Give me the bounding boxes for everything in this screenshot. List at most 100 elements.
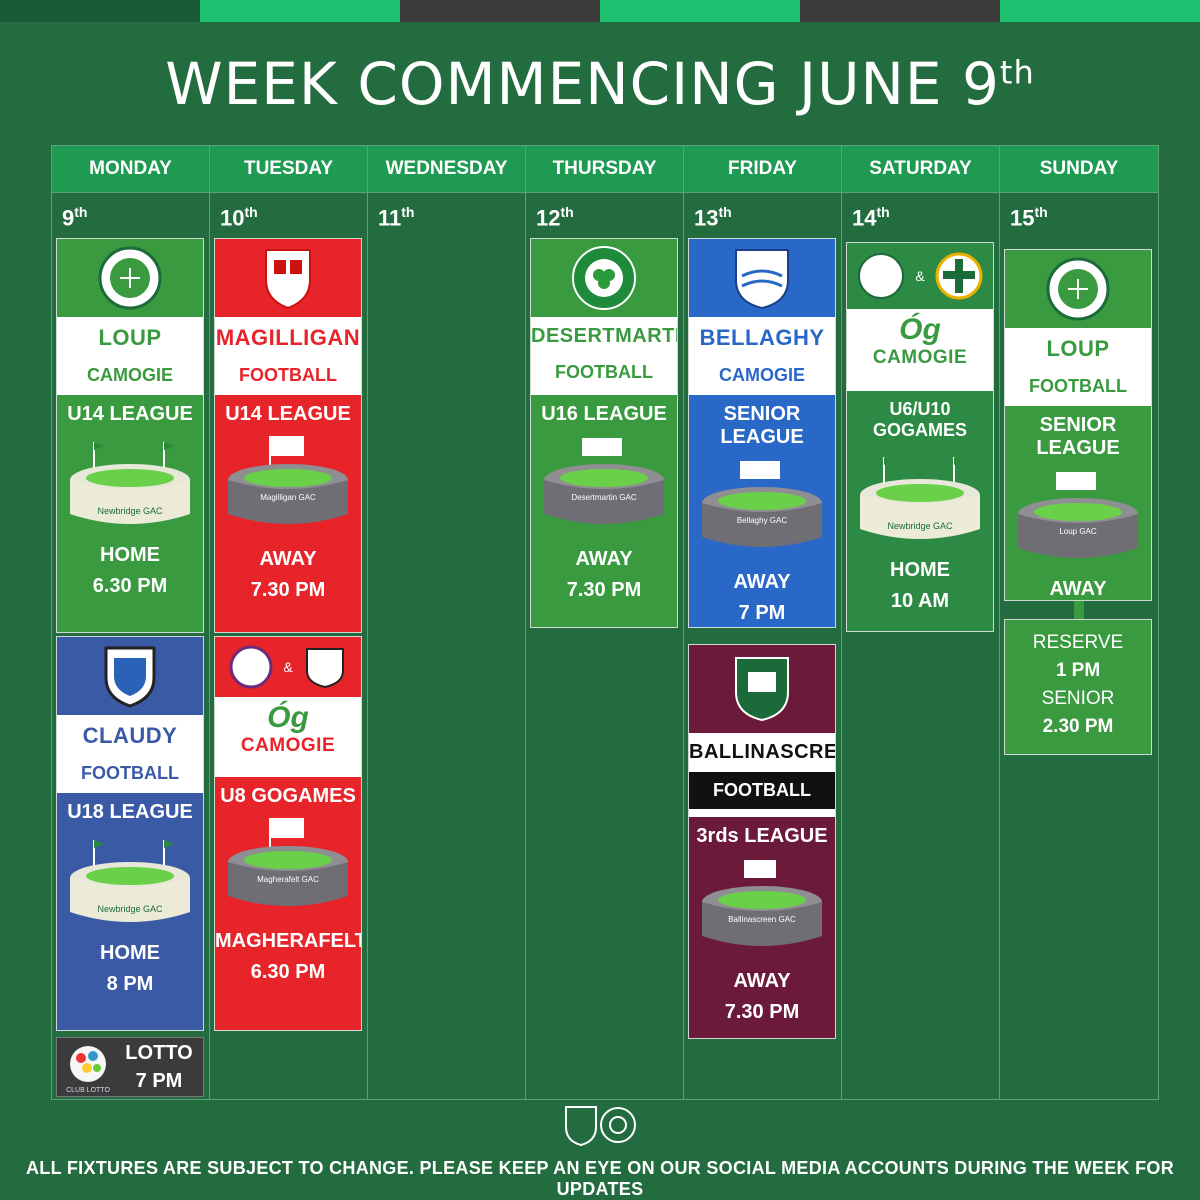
league-label: U16 LEAGUE (541, 403, 667, 425)
stadium-label: Desertmartin GAC (571, 493, 637, 502)
game-code: FOOTBALL (1029, 376, 1127, 396)
oleary-og-logo: Óg (899, 313, 941, 346)
time-label: 6.30 PM (92, 575, 168, 597)
date-number: 15th (1010, 204, 1048, 231)
stadium-label: Newbridge GAC (97, 904, 163, 914)
time-label: 7.30 PM (566, 579, 642, 601)
time-label: 7.30 PM (250, 579, 326, 601)
stadium-icon: Ballinascreen GAC (702, 860, 822, 946)
opponent-name: BELLAGHY (699, 325, 825, 350)
venue-label: HOME (100, 942, 160, 964)
stadium-label: Loup GAC (1059, 527, 1097, 536)
stadium-icon: Loup GAC (1018, 472, 1138, 558)
venue-label: HOME (100, 544, 160, 566)
day-header: WEDNESDAY (368, 146, 525, 193)
day-header: SUNDAY (1000, 146, 1158, 193)
opponent-name: CLAUDY (82, 723, 178, 748)
time-label: 10 AM (890, 590, 950, 612)
venue-label: AWAY (733, 970, 791, 992)
date-number: 12th (536, 204, 574, 231)
date-number: 13th (694, 204, 732, 231)
fixture-card-loup-camogie[interactable]: LOUP CAMOGIE U14 LEAGUE Newbridge GAC HOM… (56, 238, 204, 633)
club-crests: & (847, 243, 993, 309)
stadium-icon: Newbridge GAC (70, 840, 190, 922)
column-thursday: THURSDAY 12th DESERTMARTIN FOOTBALL U16 L… (526, 146, 684, 1099)
league-label: U6/U10 GOGAMES (872, 399, 967, 440)
game-code: CAMOGIE (872, 347, 968, 368)
fixture-card-oleary-og-camogie[interactable]: & Óg CAMOGIE U8 GOGAMES Magherafelt GAC M… (214, 636, 362, 1031)
venue-label: AWAY (1049, 578, 1107, 600)
time-label: 8 PM (106, 973, 154, 995)
game-code: FOOTBALL (239, 365, 337, 385)
disclaimer-footer: ALL FIXTURES ARE SUBJECT TO CHANGE. PLEA… (26, 1158, 1174, 1199)
fixture-card-ballinascreen-football[interactable]: BALLINASCREEN FOOTBALL 3rds LEAGUE Balli… (688, 644, 836, 1039)
day-header: MONDAY (52, 146, 209, 193)
club-crest (215, 239, 361, 317)
day-header: FRIDAY (684, 146, 841, 193)
opponent-name: LOUP (1046, 336, 1110, 361)
day-header: THURSDAY (526, 146, 683, 193)
column-saturday: SATURDAY 14th & Óg CAMOGIE U6/U10 GOGAMES… (842, 146, 1000, 1099)
opponent-name: MAGILLIGAN (215, 325, 361, 350)
top-color-bar (0, 0, 1200, 22)
stadium-icon: Newbridge GAC (70, 442, 190, 524)
column-friday: FRIDAY 13th BELLAGHY CAMOGIE SENIOR LEAGU… (684, 146, 842, 1099)
column-wednesday: WEDNESDAY 11th (368, 146, 526, 1099)
fixture-card-loup-football[interactable]: LOUP FOOTBALL SENIOR LEAGUE Loup GAC AWAY (1004, 249, 1152, 601)
venue-label: HOME (890, 559, 950, 581)
column-monday: MONDAY 9th LOUP CAMOGIE U14 LEAGUE Newbri… (52, 146, 210, 1099)
lotto-badge-text: CLUB LOTTO (66, 1087, 110, 1094)
stadium-label: Bellaghy GAC (737, 516, 787, 525)
venue-label: AWAY (733, 571, 791, 593)
fixture-card-bellaghy-camogie[interactable]: BELLAGHY CAMOGIE SENIOR LEAGUE Bellaghy G… (688, 238, 836, 628)
venue-label: MAGHERAFELT (215, 930, 362, 952)
senior-time: 2.30 PM (1042, 716, 1114, 737)
fixture-card-magilligan-football[interactable]: MAGILLIGAN FOOTBALL U14 LEAGUE Magilligan… (214, 238, 362, 633)
senior-label: SENIOR (1041, 688, 1115, 709)
stadium-icon: Desertmartin GAC (544, 438, 664, 524)
column-sunday: SUNDAY 15th LOUP FOOTBALL SENIOR LEAGUE L… (1000, 146, 1158, 1099)
lotto-time: 7 PM (135, 1070, 183, 1092)
club-crest (689, 645, 835, 733)
fixture-card-oleary-og-camogie-sat[interactable]: & Óg CAMOGIE U6/U10 GOGAMES Newbridge GAC… (846, 242, 994, 632)
stadium-label: Ballinascreen GAC (728, 915, 796, 924)
reserve-label: RESERVE (1032, 632, 1124, 653)
date-number: 10th (220, 204, 258, 231)
stadium-label: Newbridge GAC (887, 521, 953, 531)
stadium-label: Magilligan GAC (260, 493, 316, 502)
date-number: 14th (852, 204, 890, 231)
time-label: 7.30 PM (724, 1001, 800, 1023)
card-connector (1074, 601, 1084, 619)
club-crest (1005, 250, 1151, 328)
stadium-label: Newbridge GAC (97, 506, 163, 516)
club-crest (689, 239, 835, 317)
fixture-card-claudy-football[interactable]: CLAUDY FOOTBALL U18 LEAGUE Newbridge GAC … (56, 636, 204, 1031)
time-label: 6.30 PM (250, 961, 326, 983)
opponent-name: LOUP (98, 325, 162, 350)
day-header: SATURDAY (842, 146, 999, 193)
league-label: SENIOR LEAGUE (720, 403, 804, 448)
opponent-name: BALLINASCREEN (689, 741, 836, 763)
game-code: FOOTBALL (81, 763, 179, 783)
opponent-name: DESERTMARTIN (531, 325, 677, 347)
game-code: CAMOGIE (86, 365, 173, 385)
game-code: FOOTBALL (555, 362, 653, 382)
league-label: U14 LEAGUE (67, 403, 193, 425)
stadium-icon: Newbridge GAC (860, 457, 980, 539)
stadium-label: Magherafelt GAC (257, 875, 319, 884)
time-label: 7 PM (738, 602, 786, 624)
lotto-card[interactable]: CLUB LOTTO LOTTO 7 PM (56, 1037, 204, 1097)
league-label: U8 GOGAMES (220, 785, 356, 807)
stadium-icon: Bellaghy GAC (702, 461, 822, 547)
club-crest (57, 637, 203, 715)
date-number: 11th (378, 204, 415, 231)
club-crest (531, 239, 677, 317)
game-code: CAMOGIE (718, 365, 805, 385)
fixture-card-desertmartin-football[interactable]: DESERTMARTIN FOOTBALL U16 LEAGUE Desertma… (530, 238, 678, 628)
league-label: 3rds LEAGUE (696, 825, 828, 847)
sunday-extra-times: RESERVE 1 PM SENIOR 2.30 PM (1004, 619, 1152, 755)
venue-label: AWAY (259, 548, 317, 570)
league-label: SENIOR LEAGUE (1036, 414, 1120, 459)
stadium-icon: Magilligan GAC (228, 436, 348, 524)
club-lotto-icon: CLUB LOTTO (66, 1046, 110, 1094)
